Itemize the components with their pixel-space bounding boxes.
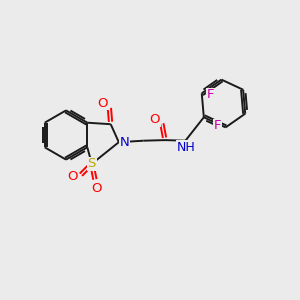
Text: O: O xyxy=(91,182,102,195)
Text: O: O xyxy=(68,170,78,183)
Text: N: N xyxy=(119,136,129,149)
Text: O: O xyxy=(150,113,160,126)
Text: F: F xyxy=(206,88,214,101)
Text: S: S xyxy=(88,157,96,170)
Text: NH: NH xyxy=(177,141,195,154)
Text: O: O xyxy=(98,97,108,110)
Text: F: F xyxy=(213,119,221,132)
